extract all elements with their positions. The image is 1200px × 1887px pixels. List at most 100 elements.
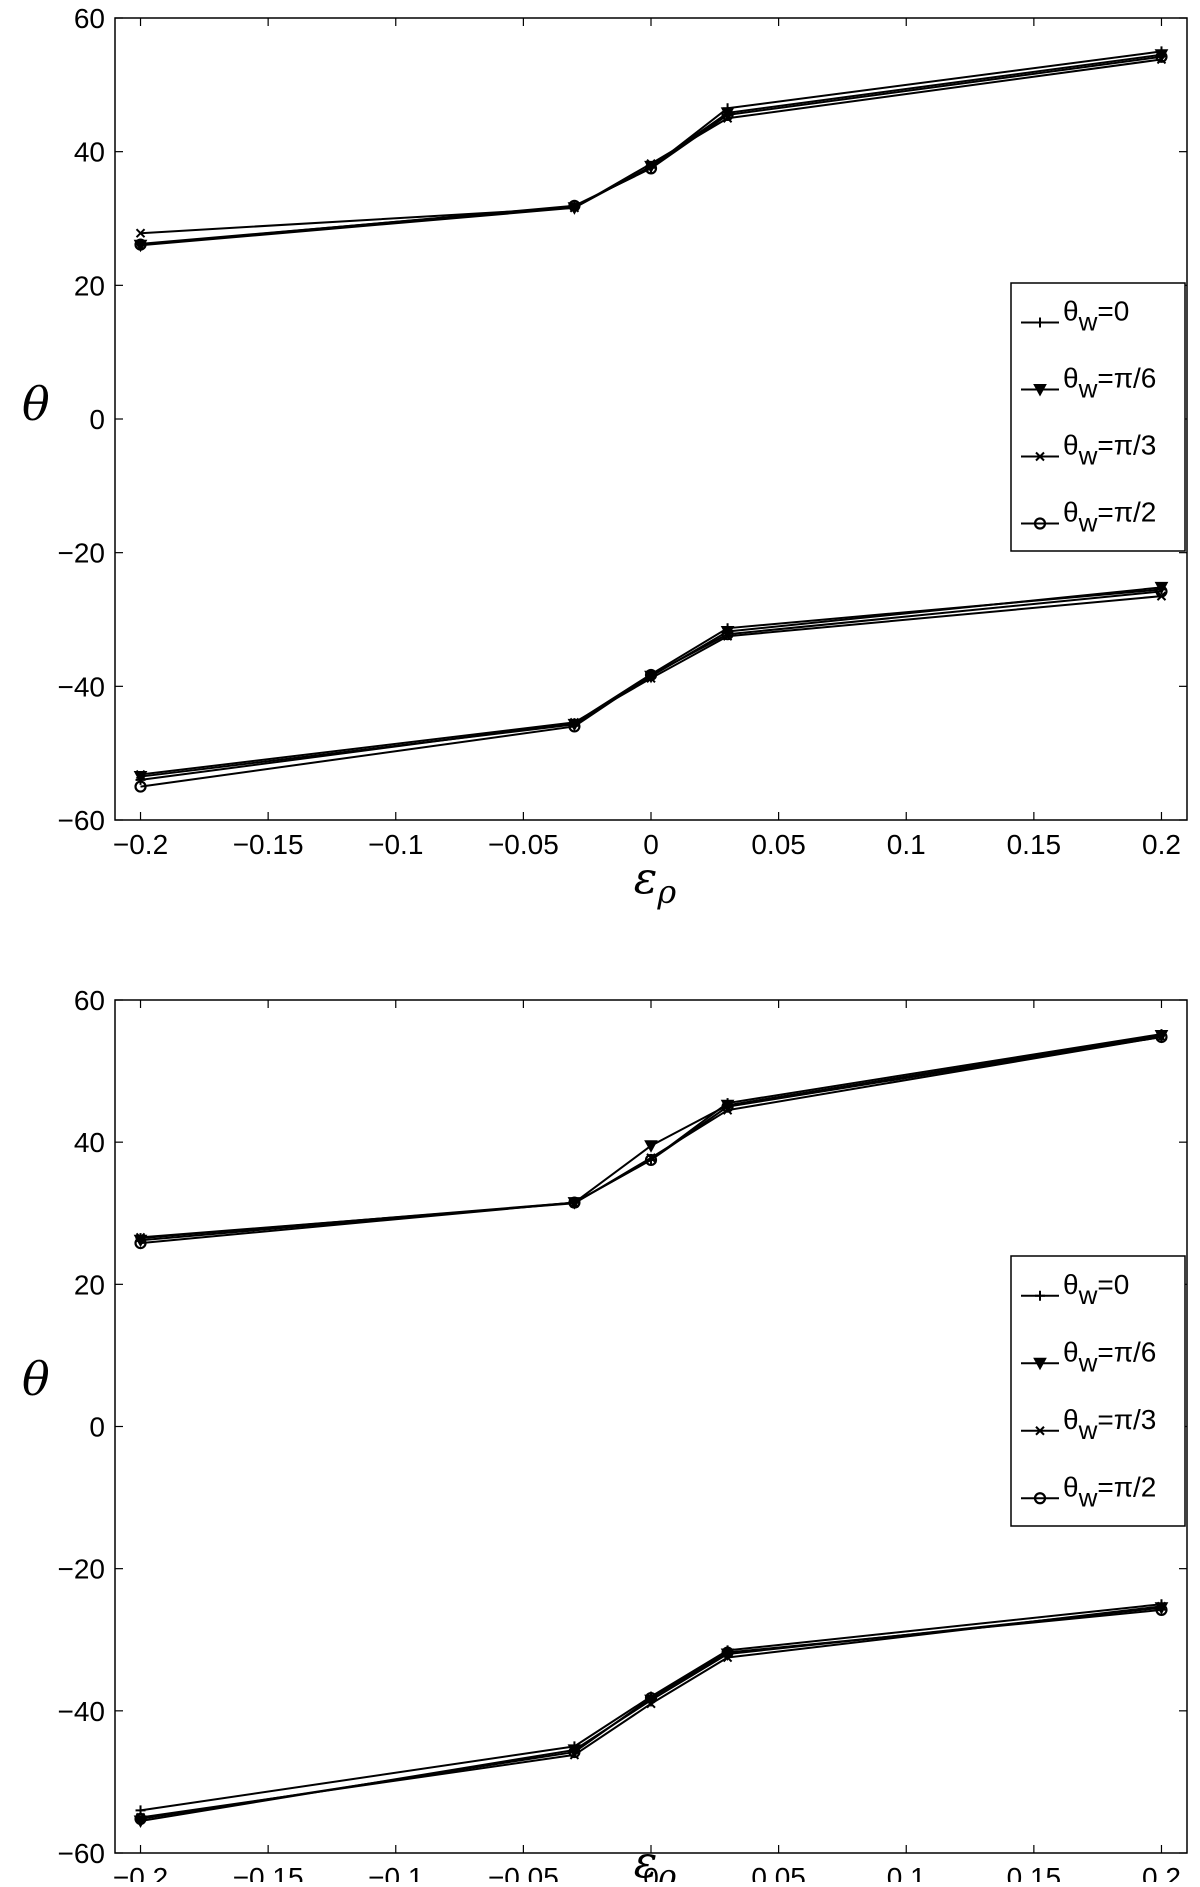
series-point-3-upper: [1155, 50, 1168, 63]
legend-label-subscript: w: [1078, 508, 1098, 538]
y-tick-label: −60: [58, 805, 106, 836]
x-tick-label: −0.2: [113, 829, 168, 860]
x-tick-label: 0.2: [1142, 829, 1181, 860]
x-tick-label: 0: [643, 829, 659, 860]
series-point-2-upper: [135, 228, 146, 238]
legend-label-subscript: w: [1078, 441, 1098, 471]
legend-label-rest: =π/3: [1097, 430, 1156, 461]
y-tick-label: −60: [58, 1838, 106, 1869]
legend-label-main: θ: [1063, 1336, 1079, 1367]
legend-label-subscript: w: [1078, 1415, 1098, 1445]
y-tick-label: 60: [74, 985, 105, 1016]
series-point-3-upper: [644, 162, 658, 175]
series-point-1-upper: [644, 1140, 658, 1153]
legend-box: [1010, 282, 1186, 552]
legend-label-main: θ: [1063, 430, 1079, 461]
series-point-3-lower: [568, 720, 581, 733]
series-point-3-upper: [721, 1100, 734, 1113]
series-line-0-upper: [140, 1033, 1162, 1240]
y-axis-label: θ: [22, 1352, 50, 1406]
legend-label: θw=0: [1063, 1269, 1129, 1310]
legend-label: θw=π/2: [1063, 497, 1156, 538]
series-point-3-lower: [134, 780, 147, 793]
series-point-3-lower: [1155, 585, 1168, 598]
y-tick-label: 40: [74, 1127, 105, 1158]
series-line-1-upper: [140, 53, 1162, 247]
legend-label-main: θ: [1063, 1471, 1079, 1502]
x-tick-label: 0.15: [1007, 829, 1062, 860]
x-tick-label: 0.2: [1142, 1862, 1181, 1882]
series-point-3-upper: [568, 199, 581, 212]
legend-marker: [1035, 317, 1045, 328]
series-point-3-lower: [134, 1812, 147, 1825]
legend-box: [1010, 1255, 1186, 1527]
series-point-3-upper: [134, 1237, 147, 1250]
x-tick-label: 0.1: [887, 1862, 926, 1882]
legend-label-subscript: w: [1078, 374, 1098, 404]
series-point-3-lower: [568, 1745, 581, 1759]
legend-label-rest: =π/6: [1097, 1336, 1156, 1367]
legend-label-rest: =π/2: [1097, 497, 1156, 528]
x-tick-label: 0.05: [751, 1862, 806, 1882]
x-axis-label-subscript: ρ: [656, 1857, 676, 1882]
y-tick-label: −20: [58, 1554, 106, 1585]
series-point-3-lower: [644, 668, 658, 682]
series-point-3-upper: [721, 108, 734, 122]
legend-marker: [1035, 1290, 1045, 1301]
y-tick-label: 20: [74, 1269, 105, 1300]
series-point-3-upper: [644, 1153, 658, 1167]
y-tick-label: 40: [74, 137, 105, 168]
series-point-3-upper: [568, 1196, 581, 1209]
legend-label-rest: =0: [1097, 296, 1129, 327]
legend-label: θw=π/6: [1063, 363, 1156, 404]
series-line-2-lower: [140, 1605, 1162, 1819]
y-tick-label: 0: [89, 404, 105, 435]
series-point-3-lower: [644, 1691, 658, 1705]
legend-label: θw=π/6: [1063, 1336, 1156, 1377]
series-point-2-lower: [1156, 1601, 1167, 1612]
x-axis-label: ερ: [634, 853, 677, 911]
legend-label-subscript: w: [1078, 1280, 1098, 1310]
y-tick-label: 20: [74, 270, 105, 301]
x-tick-label: 0.15: [1007, 1862, 1062, 1882]
x-axis-label-main: ε: [634, 1837, 658, 1882]
y-axis-label: θ: [22, 377, 50, 431]
series-line-3-upper: [140, 55, 1162, 246]
x-tick-label: 0.05: [751, 829, 806, 860]
y-tick-label: −40: [58, 1696, 106, 1727]
series-line-3-lower: [140, 590, 1162, 788]
series-point-3-lower: [721, 1646, 734, 1659]
legend-marker: [1035, 1426, 1045, 1436]
legend-label: θw=π/3: [1063, 430, 1156, 471]
legend-label-main: θ: [1063, 1269, 1079, 1300]
legend-label-main: θ: [1063, 363, 1079, 394]
series-point-3-upper: [134, 238, 147, 251]
x-tick-label: −0.2: [113, 1862, 168, 1882]
x-tick-label: −0.1: [368, 1862, 423, 1882]
legend-marker: [1035, 451, 1045, 462]
x-tick-label: 0: [643, 1862, 659, 1882]
x-axis-label-subscript: ρ: [656, 873, 676, 911]
series-line-0-lower: [140, 1603, 1162, 1812]
chart-bottom: −0.2 −0.15 −0.1 −0.05 0 0.05 0.1 0.15 0.2 −60 −40 −…: [22, 985, 1188, 1887]
y-tick-label: 0: [89, 1412, 105, 1443]
y-tick-label: 60: [74, 3, 105, 34]
series-line-2-upper: [140, 1035, 1162, 1239]
x-tick-label: −0.1: [368, 829, 423, 860]
x-tick-label: 0.1: [887, 829, 926, 860]
series-line-2-lower: [140, 595, 1162, 776]
legend-label: θw=π/2: [1063, 1471, 1156, 1512]
x-tick-label: −0.05: [488, 1862, 559, 1882]
x-axis-label: ερ: [634, 1837, 677, 1882]
legend-label-main: θ: [1063, 497, 1079, 528]
series-line-1-upper: [140, 1034, 1162, 1242]
legend-label-rest: =0: [1097, 1269, 1129, 1300]
legend-marker: [1033, 1492, 1047, 1505]
x-tick-label: −0.05: [488, 829, 559, 860]
series-line-2-upper: [140, 58, 1162, 235]
y-tick-label: −40: [58, 671, 106, 702]
series-point-2-lower: [135, 769, 146, 780]
x-axis-label-main: ε: [634, 853, 658, 904]
